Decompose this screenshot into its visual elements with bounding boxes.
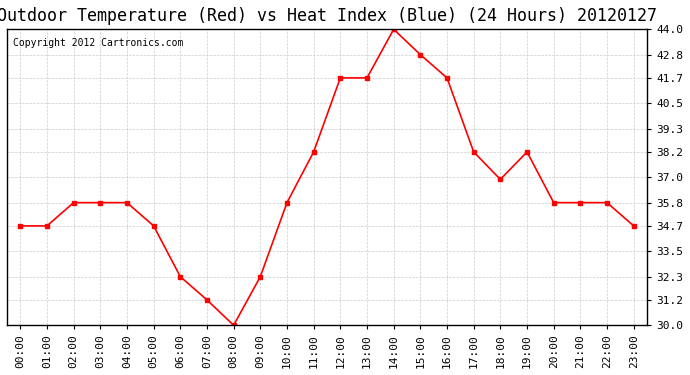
Title: Outdoor Temperature (Red) vs Heat Index (Blue) (24 Hours) 20120127: Outdoor Temperature (Red) vs Heat Index … <box>0 7 657 25</box>
Text: Copyright 2012 Cartronics.com: Copyright 2012 Cartronics.com <box>13 38 184 48</box>
